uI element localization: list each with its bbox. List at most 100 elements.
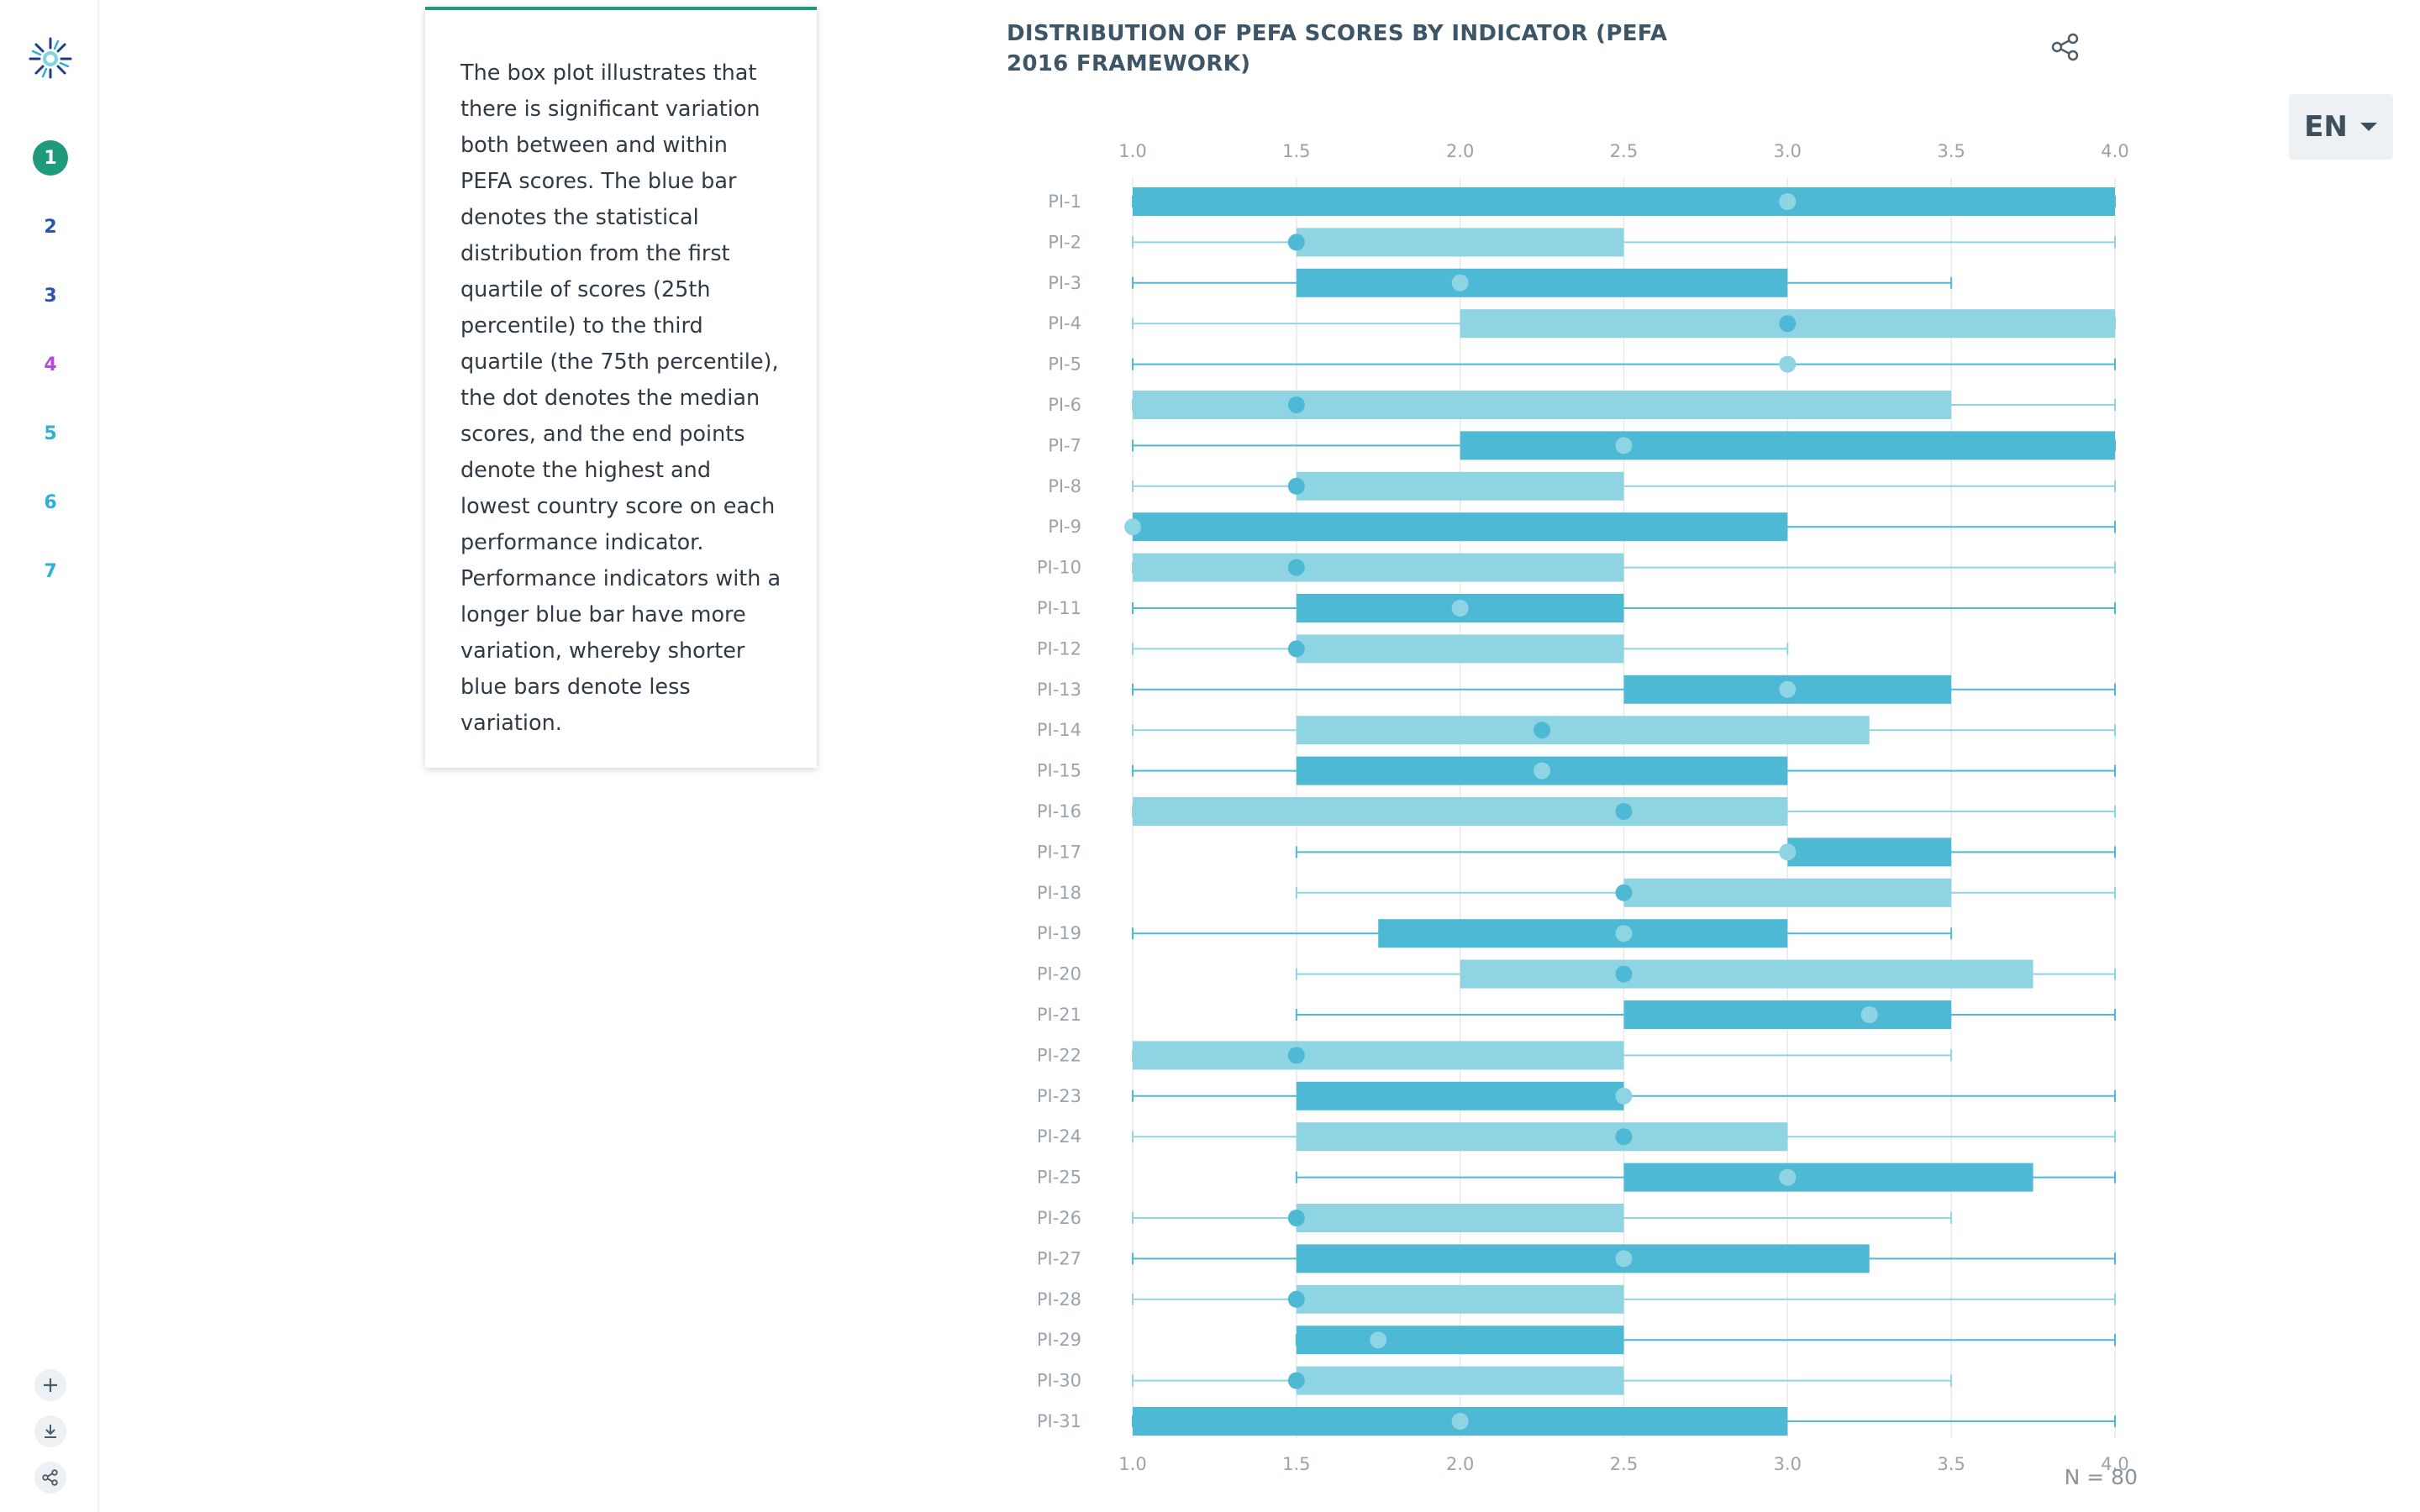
median-dot[interactable]: [1124, 518, 1141, 536]
x-tick-label-bottom: 1.5: [1282, 1454, 1310, 1474]
iqr-box[interactable]: [1133, 391, 1952, 419]
category-label: PI-28: [1037, 1289, 1081, 1310]
iqr-box[interactable]: [1133, 797, 1788, 826]
language-dropdown[interactable]: EN: [2289, 94, 2393, 160]
iqr-box[interactable]: [1296, 1081, 1624, 1110]
download-icon: [45, 1425, 56, 1438]
nav-item-7[interactable]: 7: [44, 560, 57, 582]
median-dot[interactable]: [1779, 315, 1797, 333]
iqr-box[interactable]: [1623, 1000, 1952, 1029]
category-label: PI-4: [1048, 313, 1081, 333]
iqr-box[interactable]: [1623, 1163, 2033, 1192]
nav-item-3[interactable]: 3: [44, 285, 57, 307]
nav-item-1[interactable]: 1: [33, 140, 68, 176]
median-dot[interactable]: [1779, 843, 1797, 861]
iqr-box[interactable]: [1378, 919, 1788, 948]
median-dot[interactable]: [1370, 1331, 1387, 1349]
median-dot[interactable]: [1615, 965, 1633, 983]
share-button[interactable]: [34, 1462, 66, 1494]
iqr-box[interactable]: [1296, 716, 1870, 745]
category-label: PI-8: [1048, 476, 1081, 496]
x-tick-label-top: 3.0: [1774, 141, 1802, 161]
median-dot[interactable]: [1287, 640, 1305, 658]
share-icon: [42, 1469, 58, 1486]
language-label: EN: [2304, 110, 2348, 144]
category-label: PI-31: [1037, 1411, 1081, 1431]
chart-title: DISTRIBUTION OF PEFA SCORES BY INDICATOR…: [1007, 21, 1668, 76]
iqr-box[interactable]: [1460, 959, 2033, 989]
median-dot[interactable]: [1615, 803, 1633, 820]
median-dot[interactable]: [1534, 722, 1551, 739]
sidebar: 1 2 3 4 5 6 7: [0, 0, 99, 1512]
x-tick-label-bottom: 4.0: [2101, 1454, 2128, 1474]
category-label: PI-15: [1037, 761, 1081, 781]
x-tick-label-top: 2.5: [1610, 141, 1638, 161]
median-dot[interactable]: [1451, 274, 1469, 291]
median-dot[interactable]: [1534, 762, 1551, 780]
iqr-box[interactable]: [1296, 1366, 1624, 1395]
median-dot[interactable]: [1615, 884, 1633, 901]
description-text: The box plot illustrates that there is s…: [460, 60, 781, 736]
median-dot[interactable]: [1287, 1047, 1305, 1064]
iqr-box[interactable]: [1787, 837, 1952, 867]
median-dot[interactable]: [1615, 1128, 1633, 1146]
median-dot[interactable]: [1615, 1250, 1633, 1268]
iqr-box[interactable]: [1133, 1041, 1624, 1070]
iqr-box[interactable]: [1133, 187, 2115, 216]
median-dot[interactable]: [1779, 1168, 1797, 1186]
category-label: PI-24: [1037, 1126, 1081, 1147]
x-tick-label-bottom: 3.0: [1774, 1454, 1802, 1474]
median-dot[interactable]: [1615, 437, 1633, 454]
median-dot[interactable]: [1779, 680, 1797, 698]
iqr-box[interactable]: [1296, 1204, 1624, 1232]
x-tick-label-top: 3.5: [1937, 141, 1965, 161]
iqr-box[interactable]: [1296, 634, 1624, 664]
x-tick-label-bottom: 2.0: [1446, 1454, 1474, 1474]
median-dot[interactable]: [1451, 600, 1469, 617]
iqr-box[interactable]: [1460, 431, 2115, 460]
download-button[interactable]: [34, 1415, 66, 1447]
x-tick-label-bottom: 3.5: [1937, 1454, 1965, 1474]
iqr-box[interactable]: [1296, 1122, 1788, 1152]
iqr-box[interactable]: [1296, 471, 1624, 501]
category-label: PI-9: [1048, 517, 1081, 537]
median-dot[interactable]: [1287, 396, 1305, 413]
median-dot[interactable]: [1287, 1210, 1305, 1226]
median-dot[interactable]: [1860, 1006, 1878, 1023]
category-label: PI-17: [1037, 842, 1081, 862]
median-dot[interactable]: [1287, 234, 1305, 251]
share-icon[interactable]: [2049, 30, 2082, 64]
median-dot[interactable]: [1287, 559, 1305, 576]
iqr-box[interactable]: [1623, 878, 1952, 907]
nav-item-2[interactable]: 2: [44, 216, 57, 238]
median-dot[interactable]: [1287, 477, 1305, 495]
iqr-box[interactable]: [1296, 1326, 1624, 1355]
median-dot[interactable]: [1779, 193, 1797, 210]
category-label: PI-10: [1037, 558, 1081, 578]
iqr-box[interactable]: [1296, 228, 1624, 257]
x-tick-label-top: 1.5: [1282, 141, 1310, 161]
category-label: PI-16: [1037, 801, 1081, 822]
nav-item-4[interactable]: 4: [44, 354, 57, 375]
nav-item-5[interactable]: 5: [44, 423, 57, 444]
median-dot[interactable]: [1615, 1087, 1633, 1105]
iqr-box[interactable]: [1133, 512, 1788, 542]
x-tick-label-top: 4.0: [2101, 141, 2128, 161]
median-dot[interactable]: [1451, 1413, 1469, 1430]
zoom-in-button[interactable]: [34, 1369, 66, 1401]
sample-size-note: N = 80: [2064, 1465, 2138, 1489]
category-label: PI-13: [1037, 680, 1081, 700]
nav-item-6[interactable]: 6: [44, 491, 57, 513]
category-label: PI-23: [1037, 1086, 1081, 1106]
x-tick-label-bottom: 2.5: [1610, 1454, 1638, 1474]
median-dot[interactable]: [1287, 1372, 1305, 1389]
iqr-box[interactable]: [1296, 1284, 1624, 1314]
median-dot[interactable]: [1779, 355, 1797, 373]
median-dot[interactable]: [1615, 925, 1633, 942]
iqr-box[interactable]: [1296, 268, 1788, 297]
median-dot[interactable]: [1287, 1290, 1305, 1308]
iqr-box[interactable]: [1296, 1244, 1870, 1273]
category-label: PI-29: [1037, 1330, 1081, 1350]
iqr-box[interactable]: [1133, 553, 1624, 582]
